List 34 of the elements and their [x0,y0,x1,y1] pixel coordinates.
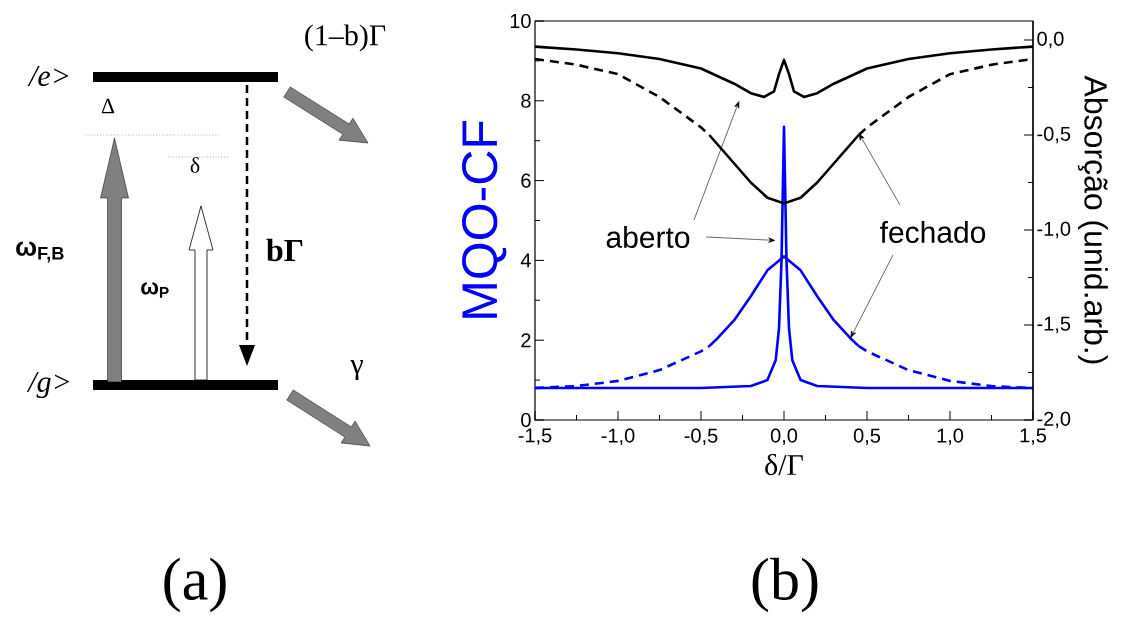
x-tick-label: 0,5 [853,428,881,446]
x-tick-label: -1,5 [518,428,552,445]
y2-tick-label: -1,5 [1037,316,1071,334]
y-axis-title: MQO-CF [462,121,507,318]
y-tick-label: 8 [521,93,531,108]
text: ω$_{P}$ [141,282,169,298]
x-axis-title: δ/Γ [765,453,803,476]
y-tick-label: 10 [510,13,531,29]
y-tick-label: 0 [521,412,531,428]
text: (b) [752,557,818,613]
x-tick-label: 1,0 [937,428,964,446]
y2-tick-label: -0,5 [1037,126,1071,144]
text: bΓ [266,238,303,262]
y2-tick-label: 0,0 [1037,31,1064,49]
annotation: fechado [880,220,986,244]
text: /g> [26,371,69,399]
text: /e> [27,65,69,87]
y2-tick-label: -2,0 [1037,411,1071,429]
x-tick-label: -0,5 [684,428,718,446]
text: δ [190,157,200,173]
x-tick-label: 1,5 [1020,428,1047,445]
y2-tick-label: -1,0 [1037,221,1071,239]
text: ω$_{F,B}$ [16,241,64,263]
y-tick-label: 2 [521,333,531,348]
text: Δ [101,98,115,114]
y-tick-label: 6 [521,173,531,188]
text: (a) [164,557,226,613]
y2-axis-title: Absorção (unid.arb.) [1077,75,1108,364]
text: (1–b)Γ [305,24,386,52]
annotation: aberto [606,225,690,249]
text: γ [350,359,363,381]
x-tick-label: -1,0 [601,428,635,446]
x-tick-label: 0,0 [770,428,798,446]
y-tick-label: 4 [520,253,531,268]
